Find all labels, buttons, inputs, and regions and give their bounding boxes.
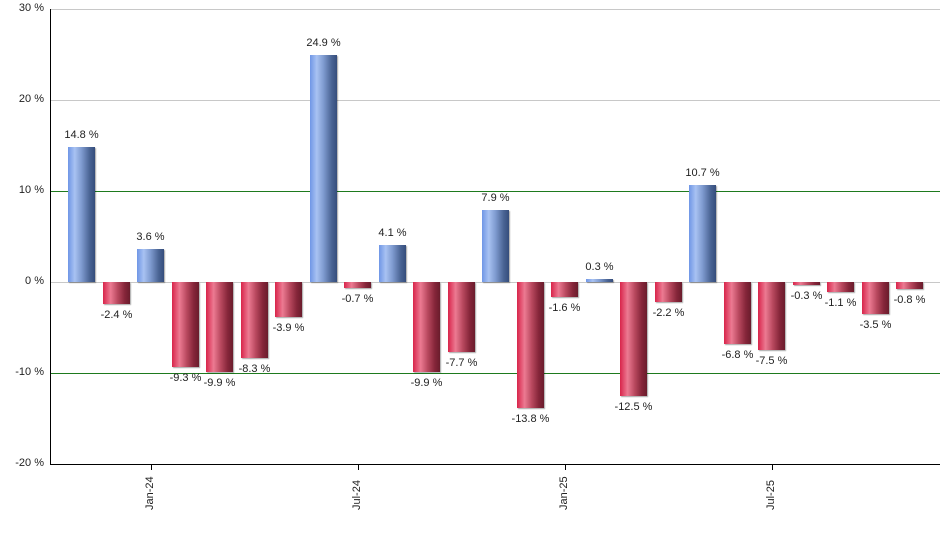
y-axis-line [50, 9, 51, 464]
bar-value-label: -2.2 % [652, 307, 685, 319]
bar-value-label: -9.9 % [203, 377, 236, 389]
bar-value-label: 10.7 % [685, 167, 720, 179]
bar-value-label: -3.9 % [272, 322, 305, 334]
bar-negative [620, 282, 647, 396]
bar-value-label: -1.6 % [548, 302, 581, 314]
y-tick-label: 30 % [18, 2, 44, 14]
bar-negative [172, 282, 199, 367]
bar-positive [379, 245, 406, 282]
bar-value-label: -0.8 % [893, 294, 926, 306]
bar-value-label: -3.5 % [859, 319, 892, 331]
y-tick-label: -10 % [15, 366, 44, 378]
bar-value-label: -1.1 % [824, 297, 857, 309]
bar-value-label: -9.9 % [410, 377, 443, 389]
bar-value-label: -12.5 % [614, 401, 653, 413]
x-tick-label: Jul-24 [351, 480, 363, 510]
bar-negative [551, 282, 578, 297]
bar-positive [68, 147, 95, 282]
bar-negative [896, 282, 923, 289]
y-tick-label: 0 % [25, 275, 44, 287]
bar-value-label: -6.8 % [721, 349, 754, 361]
x-tick [565, 464, 566, 470]
bar-value-label: 3.6 % [136, 231, 165, 243]
bar-negative [103, 282, 130, 304]
gridline [51, 373, 940, 374]
x-tick-label: Jul-25 [765, 480, 777, 510]
bar-negative [862, 282, 889, 314]
bar-value-label: -7.7 % [445, 357, 478, 369]
gridline [51, 191, 940, 192]
bar-positive [310, 55, 337, 282]
y-tick-label: 20 % [18, 93, 44, 105]
bar-value-label: 14.8 % [64, 129, 99, 141]
bar-positive [689, 185, 716, 282]
bar-negative [655, 282, 682, 302]
bar-negative [758, 282, 785, 350]
bar-negative [275, 282, 302, 317]
x-tick-label: Jan-24 [144, 476, 156, 510]
x-tick-label: Jan-25 [558, 476, 570, 510]
bar-positive [586, 279, 613, 282]
bar-value-label: -0.3 % [790, 290, 823, 302]
gridline [51, 100, 940, 101]
bar-negative [241, 282, 268, 358]
gridline [51, 9, 940, 10]
bar-value-label: 24.9 % [306, 37, 341, 49]
x-tick [358, 464, 359, 470]
bar-negative [793, 282, 820, 285]
bar-positive [482, 210, 509, 282]
y-tick-label: -20 % [15, 457, 44, 469]
y-tick-label: 10 % [18, 184, 44, 196]
bar-negative [827, 282, 854, 292]
bar-value-label: -9.3 % [169, 372, 202, 384]
gridline [51, 282, 940, 283]
bar-negative [517, 282, 544, 408]
bar-value-label: 4.1 % [378, 227, 407, 239]
bar-positive [137, 249, 164, 282]
bar-value-label: -13.8 % [511, 413, 550, 425]
bar-negative [724, 282, 751, 344]
x-tick [151, 464, 152, 470]
bar-negative [413, 282, 440, 372]
bar-negative [206, 282, 233, 372]
bar-negative [344, 282, 371, 288]
bar-value-label: -8.3 % [238, 363, 271, 375]
x-axis-line [50, 464, 940, 465]
bar-value-label: -7.5 % [755, 355, 788, 367]
bar-value-label: -0.7 % [341, 293, 374, 305]
bar-value-label: -2.4 % [100, 309, 133, 321]
bar-negative [448, 282, 475, 352]
bar-value-label: 7.9 % [481, 192, 510, 204]
bar-value-label: 0.3 % [585, 261, 614, 273]
x-tick [772, 464, 773, 470]
